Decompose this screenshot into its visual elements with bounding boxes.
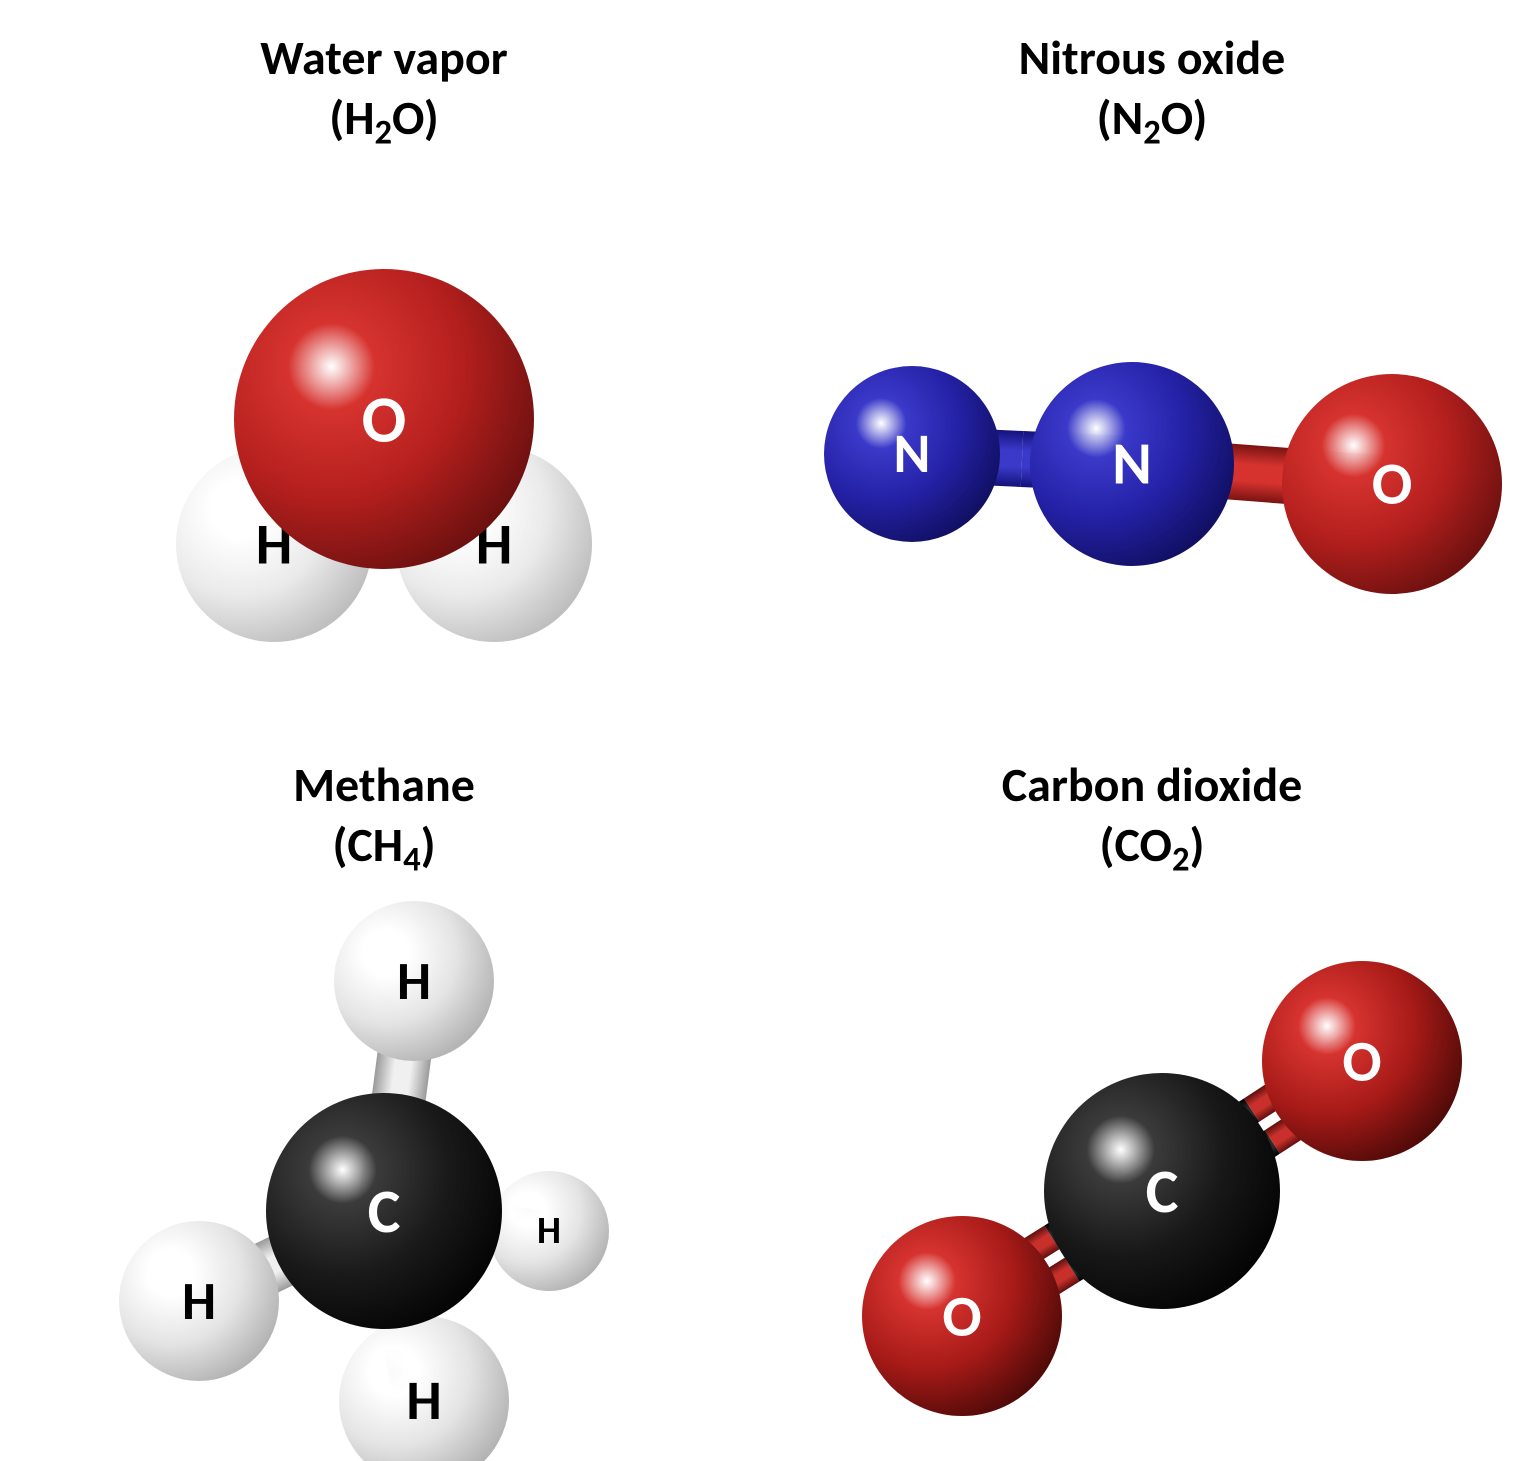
title-methane: Methane (CH4) <box>0 755 768 875</box>
svg-text:N: N <box>894 420 931 488</box>
svg-text:H: H <box>397 948 431 1014</box>
title-co2-name: Carbon dioxide <box>1002 755 1303 814</box>
svg-text:H: H <box>537 1208 561 1254</box>
figure-n2o: NNO <box>768 180 1536 727</box>
panel-water: Water vapor (H2O) HHO <box>0 0 768 727</box>
formula-n2o-suffix: O) <box>1161 88 1208 147</box>
svg-text:N: N <box>1112 427 1152 500</box>
molecule-methane: H H H H C <box>104 901 664 1461</box>
formula-co2-suffix: ) <box>1190 815 1205 874</box>
figure-water: HHO <box>0 180 768 727</box>
molecule-n2o: NNO <box>792 304 1512 604</box>
title-n2o: Nitrous oxide (N2O) <box>768 28 1536 148</box>
svg-text:C: C <box>368 1173 401 1249</box>
svg-text:O: O <box>362 378 407 459</box>
formula-n2o-prefix: (N <box>1097 88 1144 147</box>
formula-water-suffix: O) <box>392 88 439 147</box>
figure-methane: H H H H C <box>0 907 768 1454</box>
formula-methane-suffix: ) <box>421 815 436 874</box>
svg-text:O: O <box>942 1280 981 1351</box>
formula-water-sub: 2 <box>375 112 393 155</box>
title-methane-name: Methane <box>293 755 475 814</box>
panel-n2o: Nitrous oxide (N2O) N N O <box>768 0 1536 727</box>
title-n2o-name: Nitrous oxide <box>1019 28 1286 87</box>
molecule-co2: O C O <box>832 931 1472 1431</box>
panel-co2: Carbon dioxide (CO2) O C O <box>768 727 1536 1454</box>
formula-water-prefix: (H <box>329 88 374 147</box>
svg-text:H: H <box>406 1367 441 1435</box>
figure-co2: O C O <box>768 907 1536 1454</box>
formula-n2o-sub: 2 <box>1143 112 1161 155</box>
molecule-panel-grid: Water vapor (H2O) HHO Nitrous oxide (N2O… <box>0 0 1536 1454</box>
formula-co2-prefix: (CO <box>1100 815 1172 874</box>
title-co2: Carbon dioxide (CO2) <box>768 755 1536 875</box>
title-water-name: Water vapor <box>260 28 507 87</box>
formula-methane-prefix: (CH <box>332 815 403 874</box>
svg-text:O: O <box>1342 1025 1381 1096</box>
panel-methane: Methane (CH4) H H H H C <box>0 727 768 1454</box>
formula-co2-sub: 2 <box>1172 839 1190 882</box>
title-water: Water vapor (H2O) <box>0 28 768 148</box>
svg-text:O: O <box>1372 447 1413 520</box>
molecule-water: HHO <box>124 244 644 664</box>
formula-methane-sub: 4 <box>403 839 421 882</box>
svg-text:H: H <box>182 1268 216 1334</box>
svg-text:C: C <box>1146 1153 1179 1229</box>
